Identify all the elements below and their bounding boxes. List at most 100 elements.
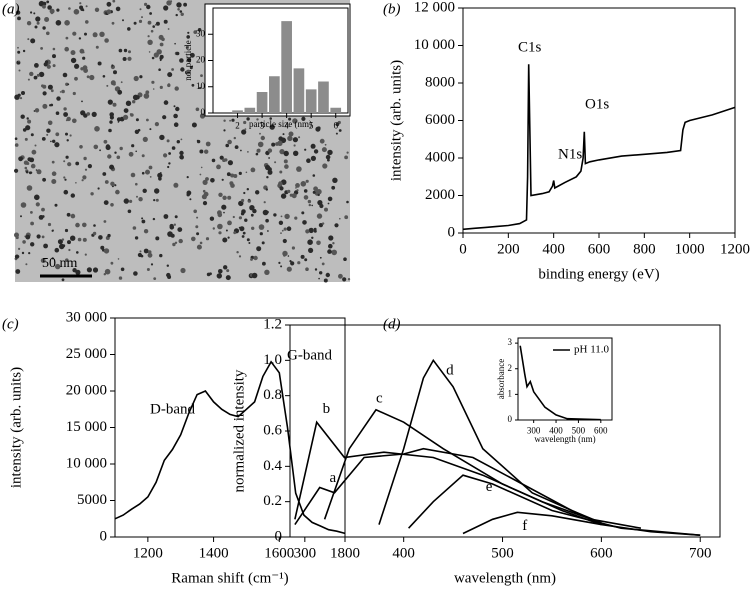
particle <box>199 113 206 119</box>
particle <box>42 26 46 30</box>
x-tick-label: 1200 <box>133 545 163 561</box>
particle <box>147 252 153 258</box>
particle <box>313 227 317 231</box>
particle <box>50 140 52 143</box>
particle <box>167 165 170 169</box>
particle <box>271 142 276 147</box>
particle <box>332 242 335 245</box>
particle <box>109 120 113 124</box>
particle <box>63 107 67 111</box>
particle <box>154 23 157 26</box>
x-tick-label: 800 <box>633 241 656 257</box>
particle <box>82 51 85 54</box>
particle <box>193 209 197 214</box>
particle <box>175 13 178 17</box>
x-axis-label: binding energy (eV) <box>538 266 659 282</box>
particle <box>265 188 268 191</box>
particle <box>308 203 311 207</box>
particle <box>102 172 107 176</box>
particle <box>70 50 76 56</box>
y-tick-label: 1.2 <box>263 316 282 332</box>
particle <box>166 264 169 267</box>
particle <box>93 144 99 150</box>
hist-bar <box>330 107 342 113</box>
particle <box>68 7 71 10</box>
particle <box>256 118 259 121</box>
particle <box>30 211 33 214</box>
particle <box>41 207 45 212</box>
particle <box>295 183 300 188</box>
panel-label: (c) <box>2 316 19 332</box>
particle <box>103 200 109 206</box>
x-tick-label: 1400 <box>199 545 229 561</box>
particle <box>303 195 309 200</box>
particle <box>123 114 129 120</box>
particle <box>245 171 248 174</box>
particle <box>148 165 153 170</box>
particle <box>312 174 316 177</box>
particle <box>342 277 347 282</box>
particle <box>35 169 38 171</box>
particle <box>65 36 69 40</box>
particle <box>79 145 83 149</box>
particle <box>98 235 103 240</box>
particle <box>180 12 184 16</box>
particle <box>209 216 215 221</box>
particle <box>141 16 143 19</box>
particle <box>159 253 163 258</box>
particle <box>146 4 151 10</box>
particle <box>91 111 97 117</box>
particle <box>246 188 249 191</box>
particle <box>74 63 80 69</box>
x-tick-label: 600 <box>590 545 613 561</box>
x-axis-label: particle size (nm) <box>249 119 312 129</box>
particle <box>339 217 341 220</box>
particle <box>92 32 98 38</box>
particle <box>274 161 277 164</box>
particle <box>242 231 246 235</box>
particle <box>173 105 176 108</box>
particle <box>204 149 209 154</box>
particle <box>139 75 143 79</box>
particle <box>222 237 228 243</box>
particle <box>109 115 114 120</box>
particle <box>52 139 56 143</box>
particle <box>19 97 23 100</box>
particle <box>42 4 46 9</box>
x-axis-label: wavelength (nm) <box>534 434 595 444</box>
particle <box>28 252 31 255</box>
particle <box>262 209 269 216</box>
particle <box>148 51 151 53</box>
particle <box>64 20 70 26</box>
particle <box>46 133 49 136</box>
particle <box>17 93 21 97</box>
particle <box>115 6 121 12</box>
particle <box>70 57 77 64</box>
particle <box>119 146 123 151</box>
particle <box>232 215 235 219</box>
particle <box>234 145 239 150</box>
particle <box>202 189 206 193</box>
particle <box>225 275 231 281</box>
particle <box>216 273 222 279</box>
particle <box>331 249 338 256</box>
particle <box>221 204 227 210</box>
particle <box>279 170 283 174</box>
particle <box>117 121 120 123</box>
particle <box>338 129 342 132</box>
particle <box>293 150 299 156</box>
particle <box>69 134 72 137</box>
particle <box>143 229 149 234</box>
particle <box>280 232 282 235</box>
particle <box>143 248 149 254</box>
particle <box>166 272 171 278</box>
particle <box>52 64 56 68</box>
particle <box>255 152 259 156</box>
y-tick-label: 10 000 <box>414 37 455 53</box>
particle <box>303 189 308 193</box>
particle <box>109 164 115 170</box>
particle <box>264 269 270 275</box>
particle <box>291 246 295 250</box>
particle <box>110 203 114 207</box>
particle <box>199 149 204 154</box>
